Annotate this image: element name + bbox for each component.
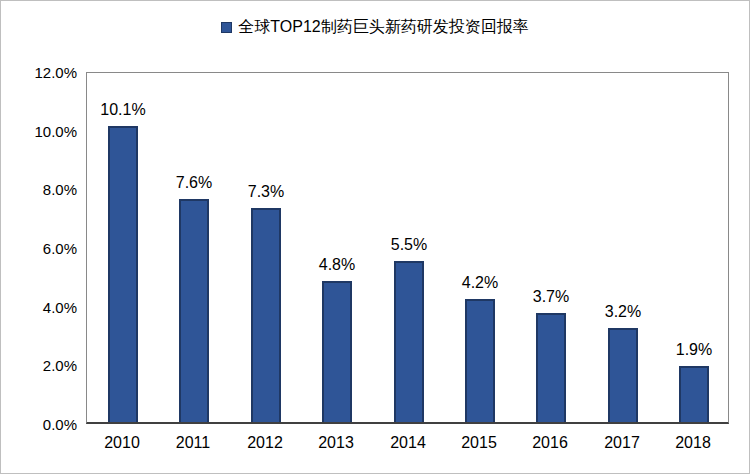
x-tick-label: 2016 [532, 434, 568, 452]
bar-value-label: 4.2% [462, 274, 498, 292]
plot-area: 10.1% 7.6% 7.3% 4.8% 5.5% 4.2% 3.7% 3.2% 1.9% [86, 72, 729, 424]
bar-value-label: 4.8% [319, 256, 355, 274]
bar [679, 366, 709, 422]
x-tick-label: 2013 [318, 434, 354, 452]
bar-value-label: 5.5% [391, 236, 427, 254]
chart-legend: 全球TOP12制药巨头新药研发投资回报率 [1, 17, 749, 38]
y-tick-label: 4.0% [5, 298, 77, 315]
chart-title: 全球TOP12制药巨头新药研发投资回报率 [238, 17, 528, 38]
y-tick-label: 6.0% [5, 240, 77, 257]
bar-value-label: 3.7% [533, 288, 569, 306]
x-tick-label: 2011 [176, 434, 210, 452]
bar [394, 261, 424, 422]
x-tick-label: 2015 [461, 434, 497, 452]
y-tick-label: 8.0% [5, 181, 77, 198]
bar [536, 313, 566, 422]
bar-value-label: 10.1% [100, 101, 145, 119]
bar-value-label: 1.9% [676, 341, 712, 359]
x-tick-label: 2012 [247, 434, 283, 452]
y-tick-label: 12.0% [5, 64, 77, 81]
y-tick-label: 10.0% [5, 122, 77, 139]
y-tick-label: 2.0% [5, 357, 77, 374]
bar-chart: 全球TOP12制药巨头新药研发投资回报率 10.1% 7.6% 7.3% 4.8% 5.… [0, 0, 750, 474]
x-tick-label: 2017 [604, 434, 640, 452]
bar-value-label: 3.2% [605, 303, 641, 321]
legend-series-marker-icon [221, 22, 232, 33]
y-tick-label: 0.0% [5, 416, 77, 433]
bar [608, 328, 638, 422]
bar-value-label: 7.3% [248, 183, 284, 201]
bar-value-label: 7.6% [176, 174, 212, 192]
bar [251, 208, 281, 422]
x-tick-label: 2010 [104, 434, 140, 452]
x-tick-label: 2018 [675, 434, 711, 452]
bar [179, 199, 209, 422]
bar [108, 126, 138, 422]
bar [322, 281, 352, 422]
x-tick-label: 2014 [390, 434, 426, 452]
bar [465, 299, 495, 422]
